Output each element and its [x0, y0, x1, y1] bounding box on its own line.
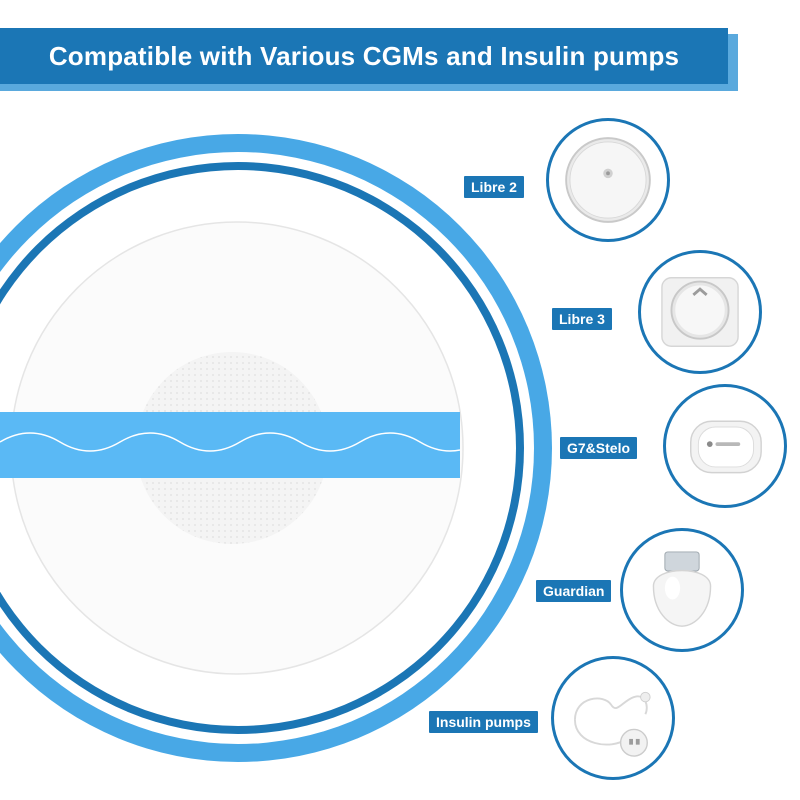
libre-3-sensor-icon: [661, 277, 739, 347]
device-libre-2: [546, 118, 670, 242]
page-title: Compatible with Various CGMs and Insulin…: [48, 40, 680, 71]
device-g7-stelo: [663, 384, 787, 508]
insulin-pump-icon: [573, 691, 651, 757]
libre-2-sensor-icon: [565, 137, 651, 223]
device-insulin-pump: [551, 656, 675, 780]
strip-wave: [0, 432, 460, 452]
guardian-sensor-icon: [652, 551, 712, 627]
label-insulin-pumps: Insulin pumps: [429, 711, 538, 733]
release-strip: [0, 412, 460, 478]
device-guardian: [620, 528, 744, 652]
label-libre-2: Libre 2: [464, 176, 524, 198]
label-guardian: Guardian: [536, 580, 612, 602]
label-g7-stelo: G7&Stelo: [560, 437, 638, 459]
g7-stelo-sensor-icon: [690, 420, 762, 474]
banner: Compatible with Various CGMs and Insulin…: [0, 28, 728, 84]
device-libre-3: [638, 250, 762, 374]
label-libre-3: Libre 3: [552, 308, 612, 330]
